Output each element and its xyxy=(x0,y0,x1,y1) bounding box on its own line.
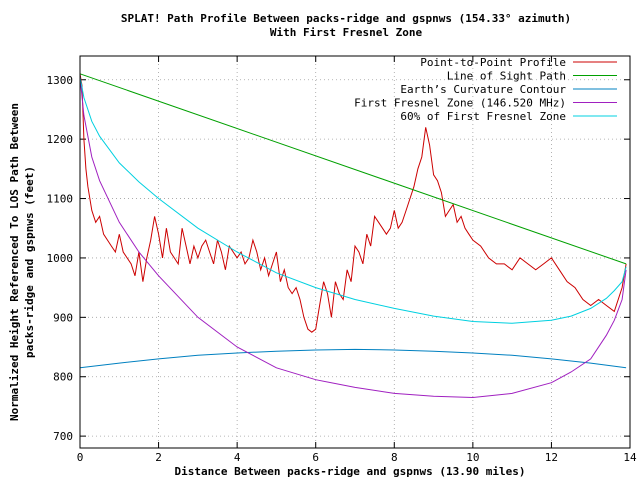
data-series xyxy=(79,73,627,399)
series-line-0 xyxy=(79,73,627,333)
y-tick-label: 900 xyxy=(53,311,73,324)
y-tick-label: 700 xyxy=(53,430,73,443)
x-tick-label: 8 xyxy=(391,451,398,464)
plot-frame xyxy=(79,55,631,449)
legend-label-2: Earth’s Curvature Contour xyxy=(400,83,566,96)
x-axis-label: Distance Between packs-ridge and gspnws … xyxy=(175,465,526,478)
legend-label-4: 60% of First Fresnel Zone xyxy=(400,110,566,123)
legend-label-0: Point-to-Point Profile xyxy=(420,56,566,69)
y-tick-label: 1100 xyxy=(47,193,74,206)
x-tick-label: 2 xyxy=(155,451,162,464)
x-tick-label: 0 xyxy=(77,451,84,464)
legend-label-1: Line of Sight Path xyxy=(447,70,566,83)
series-line-1 xyxy=(79,73,627,265)
y-tick-label: 1200 xyxy=(47,133,74,146)
y-axis-label-line2: packs-ridge and gspnws (feet) xyxy=(23,166,36,358)
y-tick-label: 800 xyxy=(53,371,73,384)
y-tick-label: 1300 xyxy=(47,74,74,87)
x-tick-label: 6 xyxy=(312,451,319,464)
legend-label-3: First Fresnel Zone (146.520 MHz) xyxy=(354,97,566,110)
x-tick-label: 14 xyxy=(623,451,637,464)
chart-subtitle: With First Fresnel Zone xyxy=(270,26,423,39)
chart-title: SPLAT! Path Profile Between packs-ridge … xyxy=(121,12,571,25)
series-line-3 xyxy=(79,76,627,399)
y-tick-label: 1000 xyxy=(47,252,74,265)
series-line-2 xyxy=(79,348,627,369)
x-tick-label: 4 xyxy=(234,451,241,464)
series-line-4 xyxy=(79,76,627,324)
x-tick-label: 12 xyxy=(545,451,558,464)
x-tick-label: 10 xyxy=(466,451,479,464)
y-axis-label-line1: Normalized Height Referenced To LOS Path… xyxy=(8,103,21,421)
